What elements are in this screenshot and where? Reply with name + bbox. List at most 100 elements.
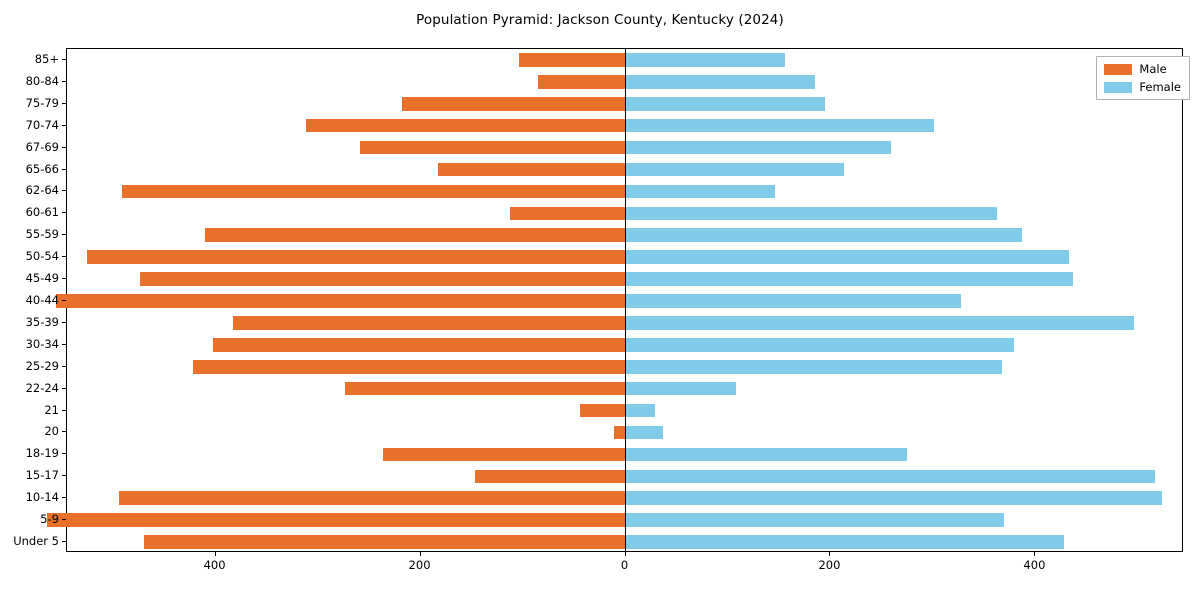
- bar-male: [437, 162, 626, 177]
- zero-axis-line: [624, 49, 627, 551]
- y-axis-tick-label: 35-39: [25, 314, 59, 329]
- y-axis-tick-label: 40-44: [25, 293, 59, 307]
- y-axis-tick: [62, 409, 66, 411]
- y-axis-tick: [62, 190, 66, 192]
- y-axis-tick: [62, 102, 66, 104]
- bar-row: [67, 250, 1182, 264]
- bar-row: [46, 513, 1182, 527]
- bar-row: [67, 359, 1182, 374]
- y-axis-tick: [62, 519, 66, 521]
- bar-row: [67, 272, 1182, 286]
- bar-male: [344, 381, 626, 396]
- legend-item-female[interactable]: Female: [1104, 80, 1181, 94]
- y-axis-tick: [62, 453, 66, 455]
- y-axis-tick-label: 21: [44, 402, 59, 417]
- bar-male: [205, 228, 626, 243]
- y-axis-tick: [62, 234, 66, 236]
- bar-male: [139, 272, 626, 286]
- x-axis-tick-label: 200: [818, 558, 841, 572]
- bar-male: [233, 316, 626, 330]
- bar-row: [67, 338, 1182, 352]
- y-axis-tick-label: 25-29: [25, 358, 59, 373]
- bar-female: [625, 425, 664, 440]
- y-axis-tick: [62, 124, 66, 126]
- y-axis-tick: [62, 212, 66, 214]
- x-axis-tick: [214, 552, 216, 556]
- bar-female: [625, 75, 816, 89]
- x-axis-tick: [624, 552, 626, 556]
- bar-male: [46, 513, 626, 527]
- bar-female: [625, 228, 1023, 243]
- y-axis-tick: [62, 80, 66, 82]
- legend-item-male[interactable]: Male: [1104, 62, 1181, 76]
- y-axis-tick: [62, 387, 66, 389]
- bar-female: [625, 272, 1074, 286]
- bar-male: [305, 118, 626, 133]
- bar-female: [625, 206, 998, 221]
- bar-row: [67, 425, 1182, 440]
- y-axis-tick-label: 45-49: [25, 271, 59, 286]
- bar-female: [625, 338, 1014, 352]
- bar-row: [67, 162, 1182, 177]
- x-axis-tick-label: 200: [408, 558, 431, 572]
- y-axis-tick-label: 18-19: [25, 446, 59, 461]
- bar-row: [67, 118, 1182, 133]
- bar-female: [625, 403, 656, 418]
- y-axis-tick-label: 70-74: [25, 117, 59, 132]
- y-axis-tick-label: 5-9: [40, 512, 59, 527]
- bar-male: [474, 469, 626, 484]
- y-axis-tick-label: 50-54: [25, 249, 59, 264]
- bar-row: [67, 140, 1182, 155]
- bar-row: [67, 316, 1182, 330]
- x-axis-tick: [1034, 552, 1036, 556]
- y-axis-tick-label: 15-17: [25, 468, 59, 483]
- x-axis-tick-label: 400: [1023, 558, 1046, 572]
- bar-male: [143, 535, 626, 549]
- y-axis-tick: [62, 278, 66, 280]
- bar-row: [55, 294, 1182, 308]
- bar-row: [67, 206, 1182, 221]
- y-axis-tick: [62, 256, 66, 258]
- y-axis-tick-label: 75-79: [25, 95, 59, 110]
- y-axis-tick: [62, 541, 66, 543]
- y-axis-tick: [62, 146, 66, 148]
- bar-male: [122, 184, 626, 199]
- bar-female: [625, 184, 776, 199]
- y-axis-tick: [62, 300, 66, 301]
- y-axis-tick-label: 20: [44, 424, 59, 439]
- bar-male: [212, 338, 626, 352]
- bar-female: [625, 294, 961, 308]
- x-axis-tick: [419, 552, 421, 556]
- bar-female: [625, 469, 1156, 484]
- bar-male: [193, 359, 626, 374]
- y-axis-tick: [62, 365, 66, 367]
- chart-title: Population Pyramid: Jackson County, Kent…: [416, 12, 784, 28]
- bar-male: [518, 53, 626, 67]
- bar-row: [67, 469, 1182, 484]
- y-axis-tick-label: 65-66: [25, 161, 59, 176]
- y-axis-tick-label: 80-84: [25, 73, 59, 88]
- bar-row: [67, 491, 1182, 505]
- bar-female: [625, 513, 1004, 527]
- bar-female: [625, 118, 934, 133]
- bar-male: [55, 294, 626, 308]
- bar-row: [67, 403, 1182, 418]
- x-axis-tick-label: 400: [203, 558, 226, 572]
- y-axis-tick: [62, 475, 66, 477]
- x-axis-tick-label: 0: [620, 558, 629, 572]
- y-axis-tick-label: 85+: [34, 51, 59, 66]
- legend-label: Female: [1139, 80, 1181, 94]
- x-axis-tick: [829, 552, 831, 556]
- bar-female: [625, 491, 1163, 505]
- bar-female: [625, 447, 908, 462]
- bar-male: [360, 140, 626, 155]
- y-axis-tick-label: 10-14: [25, 490, 59, 505]
- bar-female: [625, 381, 737, 396]
- y-axis-tick: [62, 321, 66, 323]
- y-axis-tick: [62, 343, 66, 345]
- bar-female: [625, 140, 891, 155]
- bar-row: [67, 447, 1182, 462]
- y-axis-tick: [62, 168, 66, 170]
- bar-male: [538, 75, 626, 89]
